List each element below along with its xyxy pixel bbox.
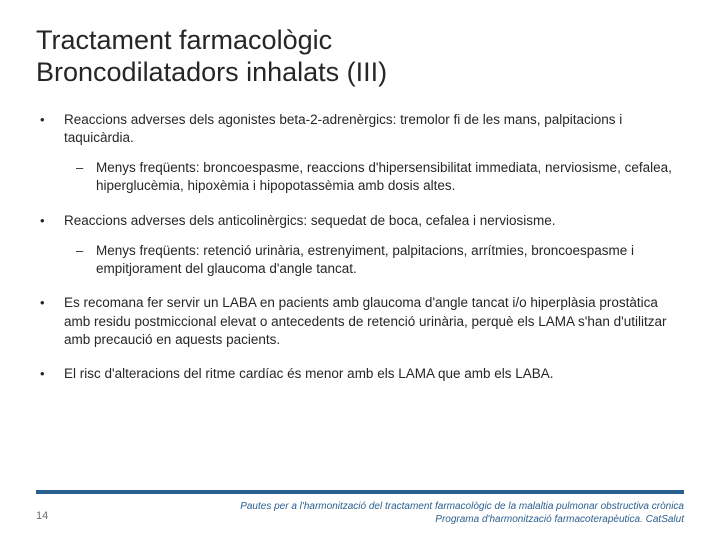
slide-container: Tractament farmacològic Broncodilatadors… <box>0 0 720 540</box>
footer-line-1: Pautes per a l'harmonització del tractam… <box>240 501 684 512</box>
bullet-text: El risc d'alteracions del ritme cardíac … <box>64 366 554 381</box>
sub-bullet-item: Menys freqüents: retenció urinària, estr… <box>64 242 684 278</box>
sub-bullet-list: Menys freqüents: retenció urinària, estr… <box>64 242 684 278</box>
bullet-text: Reaccions adverses dels anticolinèrgics:… <box>64 213 556 228</box>
title-line-2: Broncodilatadors inhalats (III) <box>36 57 387 87</box>
sub-bullet-item: Menys freqüents: broncoespasme, reaccion… <box>64 159 684 195</box>
slide-title: Tractament farmacològic Broncodilatadors… <box>36 24 684 89</box>
sub-bullet-text: Menys freqüents: broncoespasme, reaccion… <box>96 160 672 193</box>
footer-line-2: Programa d'harmonització farmacoterapèut… <box>435 514 684 525</box>
bullet-list: Reaccions adverses dels agonistes beta-2… <box>36 111 684 383</box>
page-number: 14 <box>36 510 48 522</box>
bullet-item: Es recomana fer servir un LABA en pacien… <box>36 294 684 349</box>
footer-divider <box>36 490 684 494</box>
footer-citation: Pautes per a l'harmonització del tractam… <box>240 500 684 526</box>
bullet-item: El risc d'alteracions del ritme cardíac … <box>36 365 684 383</box>
bullet-text: Reaccions adverses dels agonistes beta-2… <box>64 112 622 145</box>
bullet-item: Reaccions adverses dels agonistes beta-2… <box>36 111 684 196</box>
sub-bullet-text: Menys freqüents: retenció urinària, estr… <box>96 243 634 276</box>
bullet-item: Reaccions adverses dels anticolinèrgics:… <box>36 212 684 279</box>
title-line-1: Tractament farmacològic <box>36 25 332 55</box>
bullet-text: Es recomana fer servir un LABA en pacien… <box>64 295 667 346</box>
sub-bullet-list: Menys freqüents: broncoespasme, reaccion… <box>64 159 684 195</box>
